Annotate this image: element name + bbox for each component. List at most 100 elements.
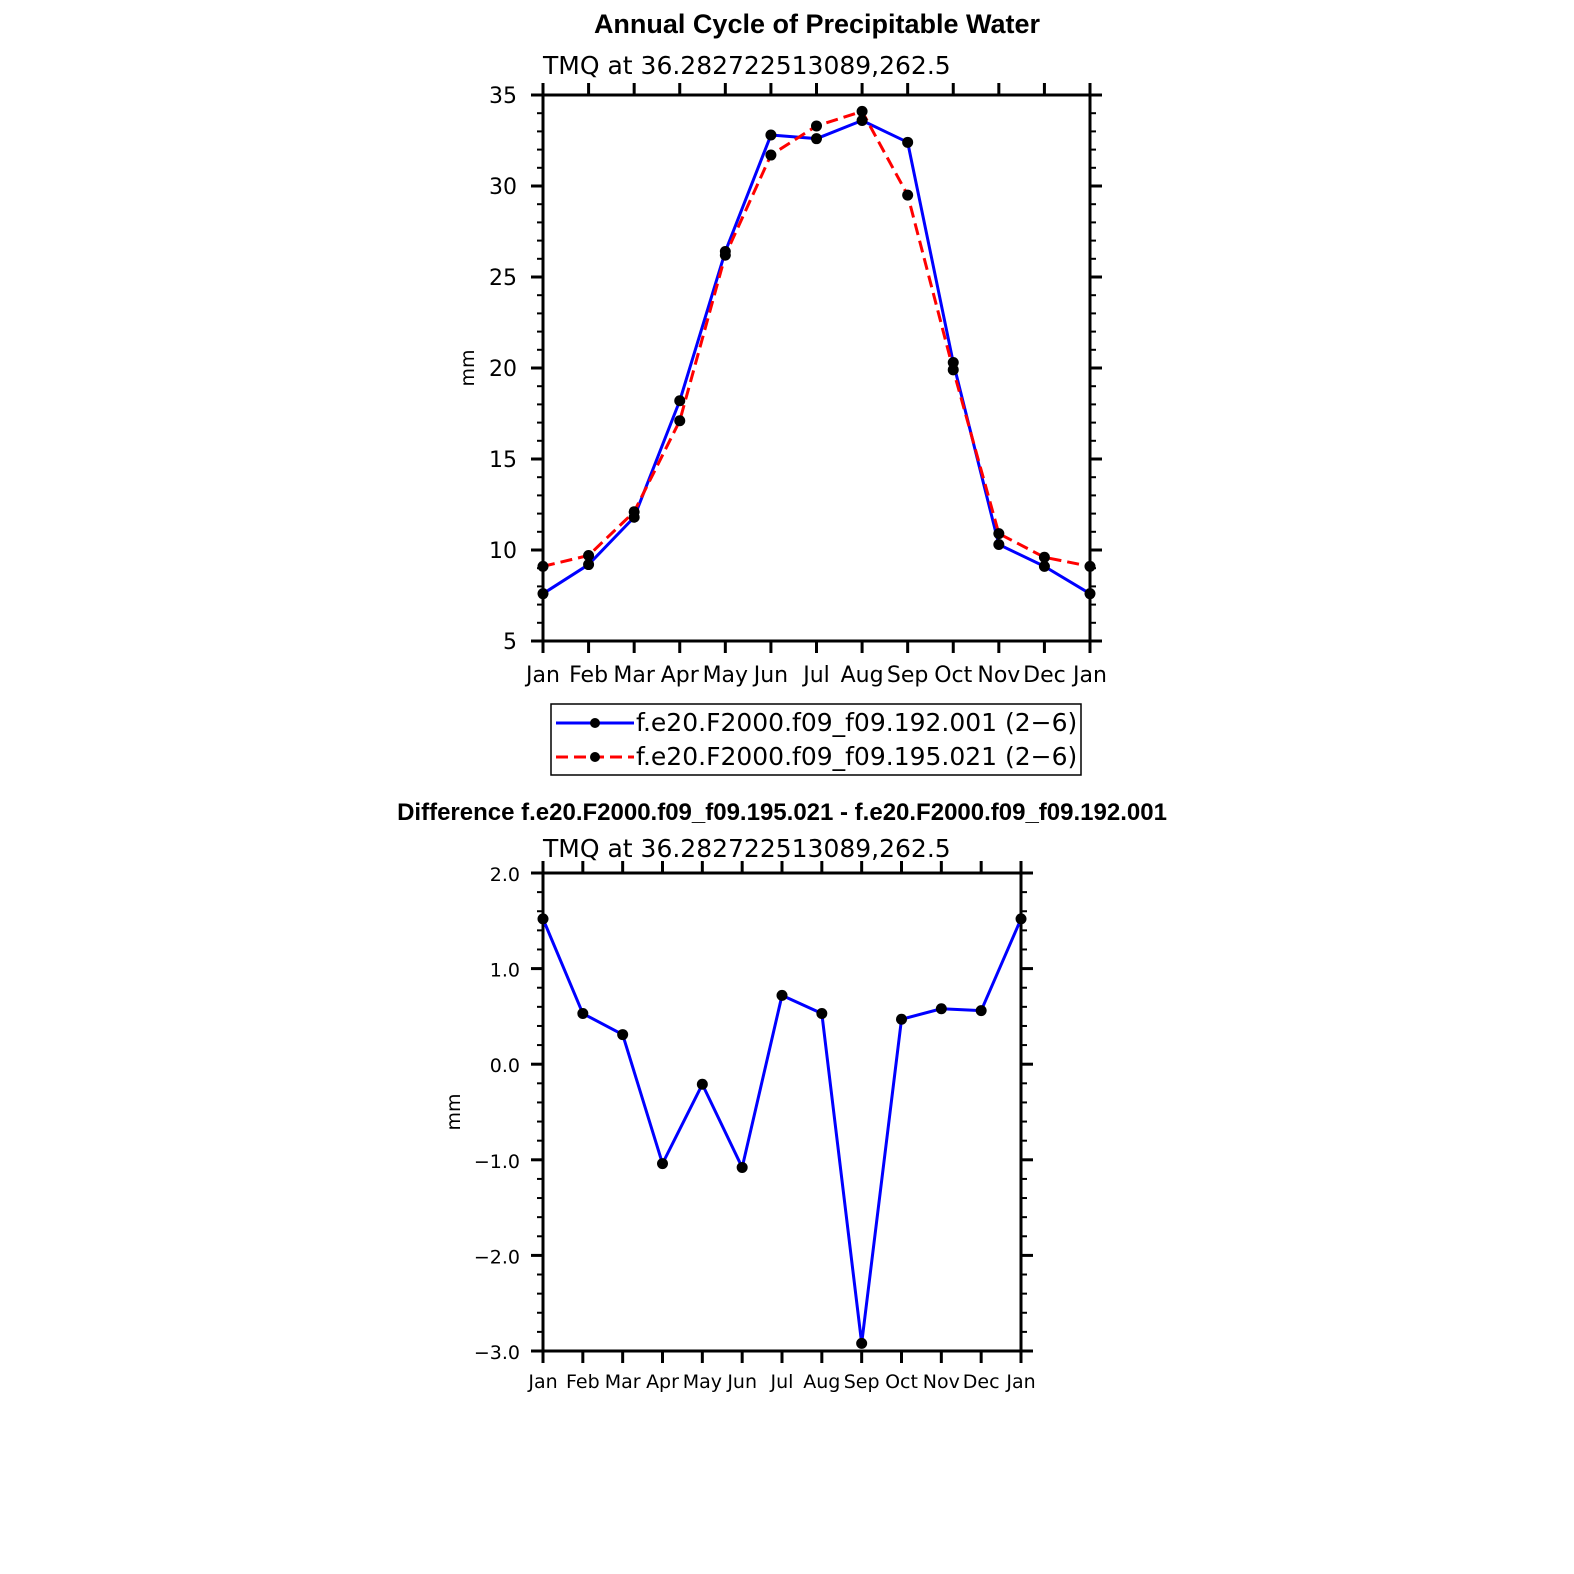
data-point <box>577 1008 589 1020</box>
data-point <box>856 114 868 126</box>
annual-cycle-chart: Annual Cycle of Precipitable Water TMQ a… <box>457 9 1107 688</box>
data-point <box>1015 913 1027 925</box>
y-tick-label: −3.0 <box>474 1342 520 1364</box>
data-point <box>1038 551 1050 563</box>
x-tick-label: Oct <box>934 663 972 688</box>
y-tick-labels: 5 10 15 20 25 30 35 <box>489 84 517 655</box>
x-tick-label: Aug <box>803 1371 840 1393</box>
y-axis-label: mm <box>457 349 479 386</box>
y-tick-label: 25 <box>489 266 517 291</box>
legend-marker-red <box>590 752 600 762</box>
data-point <box>896 1013 907 1025</box>
y-tick-labels: −3.0 −2.0 −1.0 0.0 1.0 2.0 <box>474 864 520 1364</box>
x-tick-label: Aug <box>841 663 884 688</box>
data-point <box>811 133 822 145</box>
legend-label-series-1: f.e20.F2000.f09_f09.192.001 (2−6) <box>636 708 1077 737</box>
series-group <box>537 105 1096 600</box>
x-tick-label: Nov <box>977 663 1020 688</box>
axis-ticks <box>531 83 1102 653</box>
data-point <box>736 1161 748 1173</box>
x-tick-label: Jan <box>1005 1371 1035 1393</box>
series-line-2 <box>542 109 1091 568</box>
series-line-1 <box>542 118 1091 595</box>
y-tick-label: 20 <box>489 357 517 382</box>
x-tick-label: Jun <box>726 1371 757 1393</box>
chart-subtitle: TMQ at 36.282722513089,262.5 <box>542 834 951 863</box>
legend-box <box>550 703 1082 776</box>
data-point <box>993 528 1005 540</box>
x-tick-label: Jul <box>801 663 830 688</box>
data-point <box>776 989 788 1001</box>
x-tick-label: Mar <box>613 663 655 688</box>
x-tick-label: Sep <box>844 1371 880 1393</box>
series-line-1 <box>541 918 1023 1345</box>
data-point <box>1084 560 1096 572</box>
x-tick-label: Apr <box>661 663 700 688</box>
data-point <box>947 364 959 376</box>
x-tick-label: Dec <box>963 1371 1000 1393</box>
x-tick-labels: Jan Feb Mar Apr May Jun Jul Aug Sep Oct Nov Dec Jan <box>527 1371 1035 1393</box>
difference-chart: Difference f.e20.F2000.f09_f09.195.021 -… <box>397 799 1167 1393</box>
data-point <box>993 539 1005 551</box>
plot-frame <box>541 93 1092 643</box>
x-tick-label: Oct <box>885 1371 918 1393</box>
data-point <box>765 149 777 161</box>
data-point <box>628 506 640 518</box>
legend: f.e20.F2000.f09_f09.192.001 (2−6) f.e20.… <box>550 703 1082 776</box>
data-point <box>674 395 686 407</box>
data-point <box>537 913 549 925</box>
series-group <box>537 913 1027 1349</box>
y-tick-label: 35 <box>489 84 517 109</box>
data-point <box>816 1008 828 1020</box>
data-point <box>1038 560 1050 572</box>
data-point <box>935 1003 947 1015</box>
y-tick-label: 0.0 <box>490 1055 520 1077</box>
x-tick-label: Nov <box>923 1371 960 1393</box>
x-tick-label: Jan <box>527 1371 557 1393</box>
y-tick-label: 30 <box>489 175 517 200</box>
data-point <box>975 1005 987 1017</box>
x-tick-label: Mar <box>605 1371 641 1393</box>
y-tick-label: 15 <box>489 448 517 473</box>
x-tick-label: Jan <box>524 663 560 688</box>
x-tick-label: Dec <box>1023 663 1066 688</box>
data-point <box>811 120 822 132</box>
x-tick-label: May <box>703 663 748 688</box>
x-tick-label: Feb <box>566 1371 600 1393</box>
y-axis-label: mm <box>443 1093 465 1130</box>
data-point <box>617 1029 629 1041</box>
axis-ticks <box>531 861 1033 1363</box>
x-tick-label: Feb <box>569 663 608 688</box>
legend-marker-blue <box>590 718 600 728</box>
data-point <box>696 1078 708 1090</box>
y-tick-label: −2.0 <box>474 1246 520 1268</box>
y-tick-label: 10 <box>489 539 517 564</box>
data-point <box>902 189 914 201</box>
x-tick-label: Jan <box>1071 663 1107 688</box>
x-tick-label: Jul <box>770 1371 794 1393</box>
data-point <box>856 105 868 117</box>
data-point <box>1084 588 1096 600</box>
data-point <box>856 1337 868 1349</box>
x-tick-label: Sep <box>887 663 928 688</box>
data-point <box>537 560 549 572</box>
y-tick-label: −1.0 <box>474 1151 520 1173</box>
data-point <box>765 129 777 141</box>
data-point <box>583 549 595 561</box>
legend-label-series-2: f.e20.F2000.f09_f09.195.021 (2−6) <box>636 742 1077 771</box>
y-tick-label: 2.0 <box>490 864 520 886</box>
data-point <box>902 136 914 148</box>
x-tick-label: Apr <box>646 1371 679 1393</box>
x-tick-label: May <box>683 1371 722 1393</box>
data-point <box>537 588 549 600</box>
plot-frame <box>541 871 1023 1353</box>
x-tick-label: Jun <box>752 663 788 688</box>
x-tick-labels: Jan Feb Mar Apr May Jun Jul Aug Sep Oct Nov Dec Jan <box>524 663 1107 688</box>
chart-title: Annual Cycle of Precipitable Water <box>594 9 1041 39</box>
y-tick-label: 1.0 <box>490 960 520 982</box>
data-point <box>719 249 731 261</box>
data-point <box>674 415 686 427</box>
y-tick-label: 5 <box>503 630 517 655</box>
chart-title: Difference f.e20.F2000.f09_f09.195.021 -… <box>397 799 1167 826</box>
